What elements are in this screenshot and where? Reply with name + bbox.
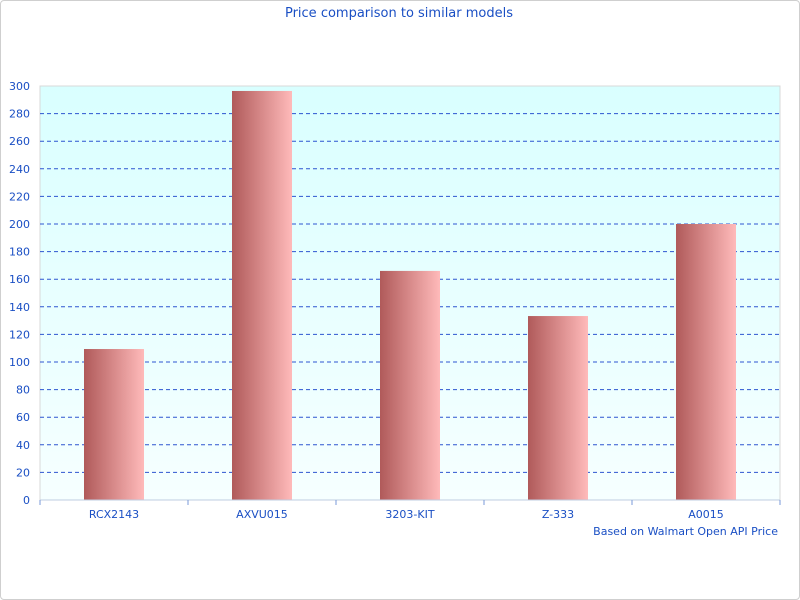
y-tick-label: 280 [9,108,30,121]
y-tick-label: 120 [9,328,30,341]
y-tick-label: 20 [16,466,30,479]
y-tick-label: 0 [23,494,30,507]
x-tick-label: A0015 [688,508,724,521]
chart-title: Price comparison to similar models [285,6,513,21]
y-tick-label: 260 [9,135,30,148]
x-tick-label: RCX2143 [89,508,139,521]
x-tick-label: Z-333 [542,508,574,521]
y-tick-label: 180 [9,246,30,259]
x-axis-label: Based on Walmart Open API Price [593,525,778,538]
y-tick-label: 220 [9,190,30,203]
bar-axvu015 [232,90,292,500]
bar-a0015 [676,224,736,500]
x-tick-label: 3203-KIT [385,508,434,521]
y-tick-label: 100 [9,356,30,369]
y-tick-label: 200 [9,218,30,231]
y-tick-label: 80 [16,384,30,397]
y-tick-label: 300 [9,80,30,93]
x-tick-label: AXVU015 [236,508,288,521]
bar-3203-kit [380,270,440,500]
y-tick-label: 140 [9,301,30,314]
y-tick-label: 160 [9,273,30,286]
bar-rcx2143 [84,349,144,500]
y-tick-label: 240 [9,163,30,176]
y-tick-label: 60 [16,411,30,424]
y-tick-label: 40 [16,439,30,452]
bar-z-333 [528,316,588,500]
